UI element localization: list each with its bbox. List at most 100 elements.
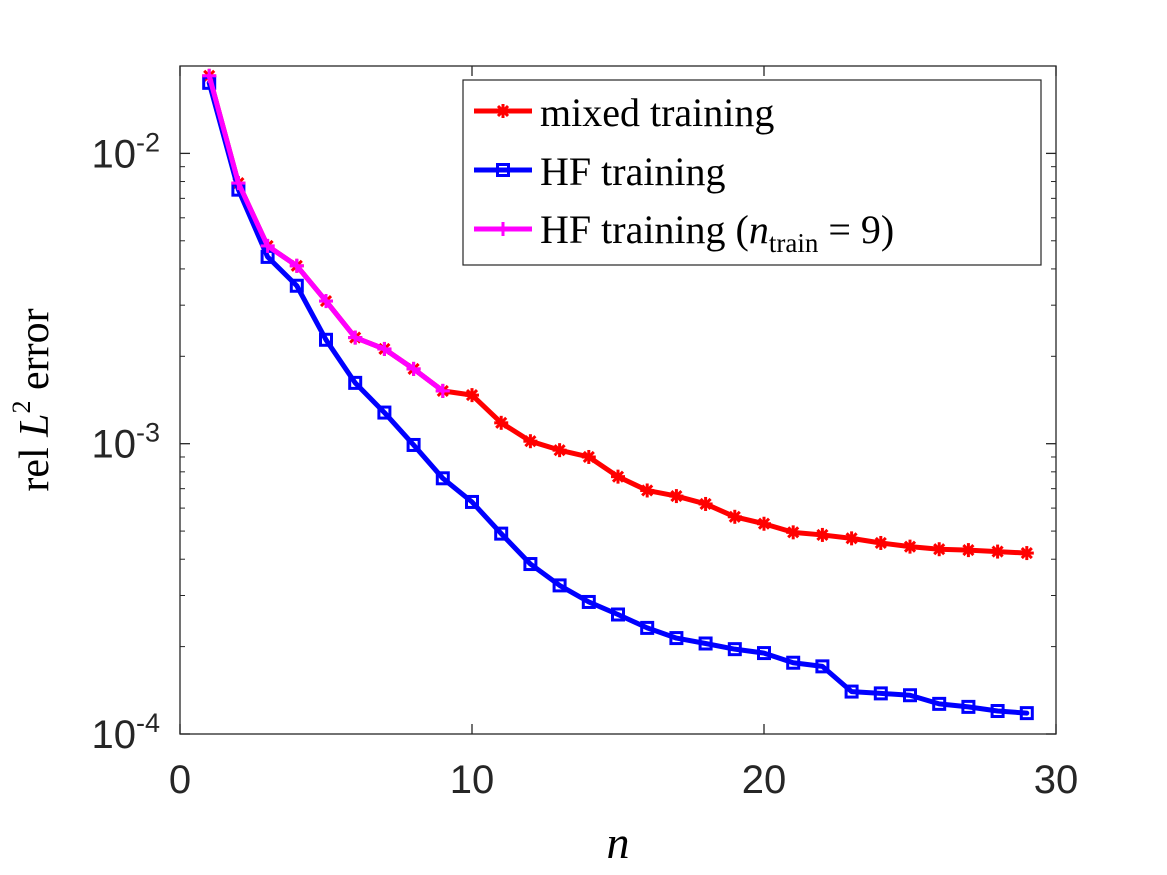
data-point <box>289 278 304 293</box>
data-point-stroke <box>991 545 1004 558</box>
legend-label-mixed: mixed training <box>540 90 774 135</box>
x-tick-label: 0 <box>169 758 191 802</box>
data-point-stroke <box>903 540 917 553</box>
data-point <box>815 659 830 674</box>
data-point-stroke <box>582 450 595 464</box>
data-point <box>961 699 976 714</box>
data-point <box>932 696 947 711</box>
data-point <box>377 405 392 420</box>
data-point <box>581 594 596 609</box>
legend-entry-1 <box>474 163 532 177</box>
legend-box <box>462 79 1042 266</box>
data-point-stroke <box>728 510 741 523</box>
data-point <box>465 494 479 509</box>
data-point <box>903 539 917 554</box>
data-point <box>669 489 684 504</box>
legend-label-hf-ntrain: HF training (ntrain = 9) <box>540 207 894 258</box>
data-point <box>669 631 684 646</box>
legend-label-hf-ntrain-name: HF training <box>540 207 726 252</box>
x-tick-labels: 0 10 20 30 <box>169 758 1078 802</box>
data-point <box>406 361 421 376</box>
data-point <box>319 294 333 309</box>
data-point <box>435 383 450 398</box>
data-point <box>260 238 275 253</box>
series-line <box>206 80 1030 716</box>
data-point <box>932 542 947 557</box>
legend-marker-stroke <box>496 104 510 118</box>
y-tick-labels: 10-410-310-2 <box>91 127 160 757</box>
legend-entries <box>474 104 532 236</box>
y-tick-label: 10-4 <box>91 708 160 757</box>
data-point <box>552 443 567 458</box>
data-point-stroke <box>465 389 479 402</box>
data-point <box>435 471 450 486</box>
data-point <box>961 543 976 558</box>
legend-marker <box>496 163 510 177</box>
data-point <box>698 636 713 651</box>
data-point <box>289 258 304 273</box>
data-point <box>406 437 421 452</box>
data-point <box>844 531 859 546</box>
data-point <box>786 525 801 540</box>
y-tick-exponent: -4 <box>136 708 160 738</box>
data-point-stroke <box>962 544 975 557</box>
data-point-stroke <box>787 526 800 539</box>
data-point <box>319 332 333 347</box>
series-2 <box>202 68 450 398</box>
series-layer <box>202 68 1034 721</box>
data-point <box>494 415 509 430</box>
minor-ticks <box>180 166 1056 648</box>
major-ticks <box>179 66 1057 735</box>
data-point <box>377 341 392 356</box>
data-point <box>1019 546 1034 561</box>
y-axis-label: rel L2 error <box>7 308 58 491</box>
data-point <box>698 496 713 511</box>
x-tick-label: 20 <box>742 758 787 802</box>
data-point <box>757 646 771 661</box>
y-tick-exponent: -3 <box>136 418 160 448</box>
y-axis-label-var: L <box>12 413 58 437</box>
data-point <box>844 684 859 699</box>
x-tick-label: 10 <box>450 758 495 802</box>
data-point-stroke <box>670 490 683 503</box>
data-point <box>523 557 538 572</box>
x-axis-label: n <box>607 817 630 868</box>
data-point <box>873 686 888 701</box>
y-tick-exponent: -2 <box>136 127 160 157</box>
y-axis-label-prefix: rel <box>12 437 58 492</box>
data-point <box>640 620 655 635</box>
legend-label-hf-ntrain-eq: = 9) <box>818 207 894 252</box>
x-tick-label: 30 <box>1034 758 1079 802</box>
data-point <box>611 469 625 484</box>
legend-label-hf: HF training <box>540 149 726 194</box>
data-point-stroke <box>495 416 508 429</box>
data-point <box>990 544 1005 559</box>
data-point <box>348 375 363 390</box>
data-point-stroke <box>553 444 566 457</box>
data-point <box>727 642 742 657</box>
data-point-stroke <box>1020 547 1033 560</box>
series-1 <box>202 75 1034 721</box>
data-point <box>581 449 596 464</box>
data-point <box>231 176 246 191</box>
legend-label-hf-ntrain-sub: train <box>769 228 819 258</box>
y-tick-label: 10-2 <box>91 127 160 176</box>
data-point-stroke <box>641 484 654 497</box>
data-point <box>903 688 917 703</box>
legend-entry-2 <box>474 222 532 236</box>
data-point <box>757 516 771 531</box>
y-tick-base: 10 <box>91 132 136 176</box>
y-tick-base: 10 <box>91 423 136 467</box>
data-point-stroke <box>611 470 625 483</box>
data-point <box>611 607 625 622</box>
data-point-stroke <box>845 532 858 545</box>
data-point <box>552 578 567 593</box>
legend-marker <box>496 104 510 118</box>
data-point <box>990 704 1005 719</box>
legend-label-hf-ntrain-paren: ( <box>726 207 749 252</box>
y-axis-label-suffix: error <box>12 308 58 400</box>
legend-label-hf-ntrain-var: n <box>749 207 769 252</box>
data-point <box>523 434 538 449</box>
data-point-stroke <box>757 517 771 530</box>
